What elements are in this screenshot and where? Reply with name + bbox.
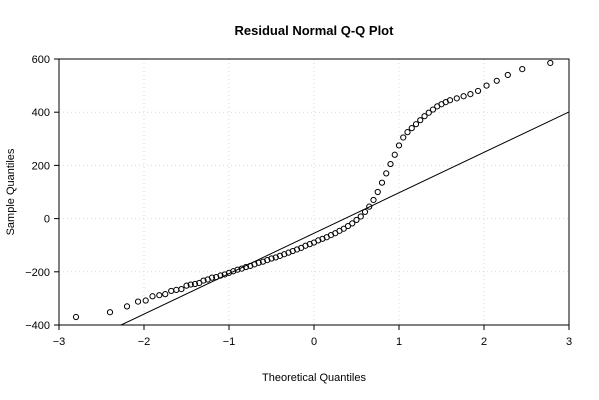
qq-point bbox=[187, 281, 194, 288]
y-tick-label: 200 bbox=[32, 160, 50, 172]
qq-point bbox=[383, 170, 390, 177]
qq-point bbox=[483, 82, 490, 89]
qq-point bbox=[387, 160, 394, 168]
y-tick-label: 400 bbox=[32, 107, 50, 119]
x-axis: −3 −2 −1 0 1 2 3 bbox=[53, 325, 572, 348]
x-tick-label: −3 bbox=[53, 336, 66, 348]
qq-point bbox=[400, 134, 407, 141]
qq-point bbox=[242, 263, 250, 271]
grid bbox=[59, 59, 569, 325]
y-tick-label: 0 bbox=[44, 214, 50, 226]
qq-point bbox=[408, 125, 415, 132]
qq-point bbox=[162, 291, 169, 298]
qq-point bbox=[493, 77, 500, 84]
y-axis: −400 −200 0 200 400 600 bbox=[25, 54, 59, 332]
qq-point bbox=[404, 129, 411, 136]
qq-point bbox=[366, 203, 373, 210]
x-tick-label: 3 bbox=[566, 336, 572, 348]
qq-point bbox=[173, 286, 180, 293]
qq-point bbox=[234, 266, 241, 273]
qq-point bbox=[72, 313, 80, 321]
qq-point bbox=[255, 259, 262, 266]
qq-point bbox=[134, 298, 142, 305]
qq-point bbox=[142, 297, 149, 304]
qq-point bbox=[200, 277, 207, 284]
x-tick-label: 2 bbox=[481, 336, 487, 348]
qq-point bbox=[460, 93, 467, 100]
qq-point bbox=[412, 121, 420, 128]
qq-point bbox=[417, 117, 424, 124]
qq-point bbox=[183, 282, 190, 289]
qq-point bbox=[106, 309, 114, 316]
qq-point bbox=[425, 109, 432, 116]
data-points bbox=[72, 59, 554, 321]
x-axis-label: Theoretical Quantiles bbox=[262, 372, 366, 384]
x-tick-label: 0 bbox=[311, 336, 317, 348]
qq-point bbox=[421, 113, 428, 120]
qq-point bbox=[156, 292, 163, 299]
qq-point bbox=[429, 106, 437, 113]
qq-point bbox=[268, 255, 275, 262]
qq-point bbox=[378, 179, 386, 186]
qq-point bbox=[453, 95, 460, 102]
qq-point bbox=[168, 287, 175, 295]
qq-point bbox=[504, 71, 511, 79]
y-tick-label: 600 bbox=[32, 54, 50, 66]
qq-point bbox=[374, 188, 381, 196]
x-tick-label: −1 bbox=[223, 336, 236, 348]
qq-point bbox=[344, 222, 352, 230]
qq-point bbox=[123, 303, 131, 310]
qq-point bbox=[519, 66, 526, 73]
qq-point bbox=[361, 208, 369, 216]
qq-point bbox=[474, 87, 482, 95]
qq-point bbox=[353, 216, 360, 224]
qq-point bbox=[357, 213, 364, 220]
y-axis-label: Sample Quantiles bbox=[5, 148, 17, 235]
qq-point bbox=[178, 285, 185, 293]
x-tick-label: 1 bbox=[396, 336, 402, 348]
qq-point bbox=[467, 91, 474, 98]
qq-point bbox=[149, 293, 156, 300]
y-tick-label: −400 bbox=[25, 320, 50, 332]
reference-line bbox=[120, 111, 570, 326]
qq-point bbox=[349, 220, 356, 227]
x-tick-label: −2 bbox=[138, 336, 151, 348]
qq-point bbox=[395, 142, 403, 149]
chart-title: Residual Normal Q-Q Plot bbox=[235, 23, 395, 38]
qq-point bbox=[446, 97, 454, 104]
qq-point bbox=[340, 225, 347, 232]
reference-line-group bbox=[120, 111, 570, 326]
qq-point bbox=[208, 274, 216, 281]
qq-point bbox=[391, 151, 398, 158]
qq-point bbox=[217, 272, 224, 279]
qq-point bbox=[191, 280, 199, 288]
qq-point bbox=[547, 59, 554, 67]
qq-point bbox=[370, 196, 377, 204]
y-tick-label: −200 bbox=[25, 267, 50, 279]
